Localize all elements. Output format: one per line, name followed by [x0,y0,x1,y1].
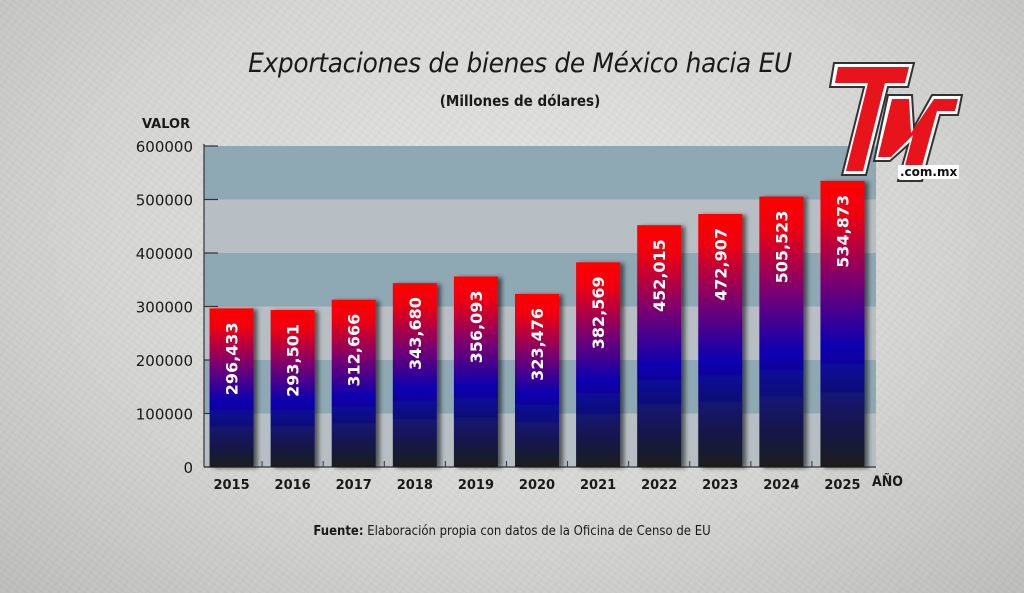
chart-subtitle: (Millones de dólares) [439,92,601,110]
y-tick-label: 600000 [136,138,193,156]
bar-2024 [759,196,804,467]
data-label: 343,680 [406,297,425,370]
data-label: 452,015 [650,239,669,312]
grid-band [204,146,876,200]
x-axis-title: AÑO [872,474,904,490]
data-label: 382,569 [589,276,608,349]
x-tick-label: 2015 [213,478,249,493]
x-tick-label: 2025 [824,478,860,493]
x-tick-label: 2019 [458,478,494,493]
y-tick-label: 300000 [136,299,193,317]
bar-2015 [209,308,254,467]
bar-2020 [515,293,559,467]
source-note: Fuente: Elaboración propia con datos de … [51,524,973,539]
data-label: 296,433 [223,322,242,395]
y-tick-label: 500000 [136,192,193,210]
x-tick-label: 2018 [397,478,433,493]
x-tick-label: 2017 [336,478,372,493]
y-tick-label: 400000 [136,245,193,263]
chart-title: Exportaciones de bienes de México hacia … [248,48,792,79]
data-label: 534,873 [833,195,852,268]
x-tick-label: 2016 [275,478,311,493]
data-label: 323,476 [528,308,547,381]
logo-domain: .com.mx [898,165,960,179]
x-tick-label: 2020 [519,478,555,493]
data-label: 356,093 [467,290,486,363]
bar-2021 [576,262,621,467]
data-label: 505,523 [772,211,791,284]
y-tick-label: 200000 [136,352,193,370]
source-label: Fuente: [313,524,364,539]
y-tick-label: 0 [183,459,193,477]
bar-2018 [392,283,437,467]
data-label: 472,907 [711,228,730,301]
x-tick-label: 2022 [641,478,677,493]
bar-2022 [637,225,682,467]
bar-2016 [270,309,315,467]
bar-2025 [820,180,865,467]
tyt-logo [828,62,964,182]
bar-2017 [331,299,376,467]
y-axis-title: VALOR [142,117,191,132]
data-label: 293,501 [284,324,303,397]
bar-2019 [453,276,498,467]
x-tick-label: 2024 [763,478,799,493]
x-tick-label: 2021 [580,478,616,493]
data-label: 312,666 [345,314,364,387]
source-text: Elaboración propia con datos de la Ofici… [363,524,711,539]
bar-2023 [698,213,743,467]
x-tick-label: 2023 [702,478,738,493]
y-tick-label: 100000 [136,406,193,424]
